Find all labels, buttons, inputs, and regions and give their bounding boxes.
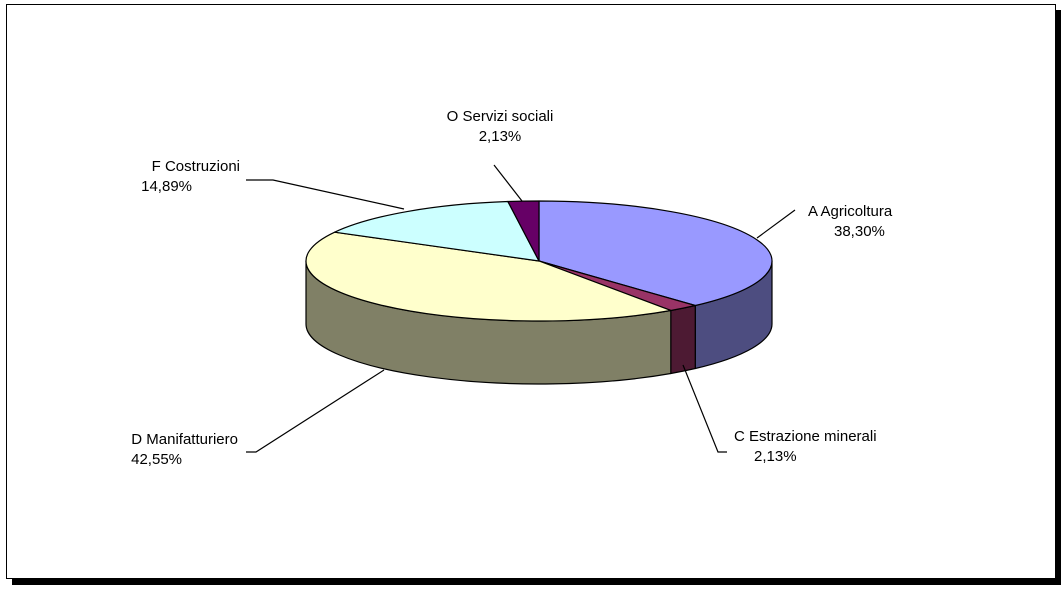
leader-line-manifatturiero xyxy=(246,369,385,453)
slice-labels: A Agricoltura 38,30% C Estrazione minerali… xyxy=(131,108,893,468)
slice-label-costruzioni: F Costruzioni 14,89% xyxy=(141,158,240,195)
slice-label-agricoltura: A Agricoltura 38,30% xyxy=(808,203,893,240)
slice-category: O Servizi sociali xyxy=(447,108,554,125)
leader-line-servizi-sociali xyxy=(493,164,523,202)
pie-sides xyxy=(305,260,773,385)
slice-category: D Manifatturiero xyxy=(131,431,238,448)
slice-servizi-sociali xyxy=(507,200,540,262)
slice-label-servizi-sociali: O Servizi sociali 2,13% xyxy=(447,108,554,145)
slice-label-estrazione-minerali: C Estrazione minerali 2,13% xyxy=(734,428,877,465)
slice-percent: 2,13% xyxy=(479,128,522,145)
leader-lines xyxy=(246,164,796,453)
slice-percent: 2,13% xyxy=(754,448,797,465)
slice-label-manifatturiero: D Manifatturiero 42,55% xyxy=(131,431,238,468)
slice-agricoltura xyxy=(538,200,773,307)
slice-category: F Costruzioni xyxy=(152,158,240,175)
pie-tops xyxy=(305,200,773,322)
slice-percent: 38,30% xyxy=(834,223,885,240)
leader-line-agricoltura xyxy=(756,209,796,239)
slice-costruzioni xyxy=(334,200,540,262)
leader-line-estrazione-minerali xyxy=(682,364,727,453)
leader-line-costruzioni xyxy=(246,179,405,210)
slice-category: C Estrazione minerali xyxy=(734,428,877,445)
slice-manifatturiero xyxy=(305,231,672,322)
slice-category: A Agricoltura xyxy=(808,203,893,220)
slice-percent: 14,89% xyxy=(141,178,192,195)
slice-side-estrazione-minerali xyxy=(670,304,696,375)
slice-percent: 42,55% xyxy=(131,451,182,468)
